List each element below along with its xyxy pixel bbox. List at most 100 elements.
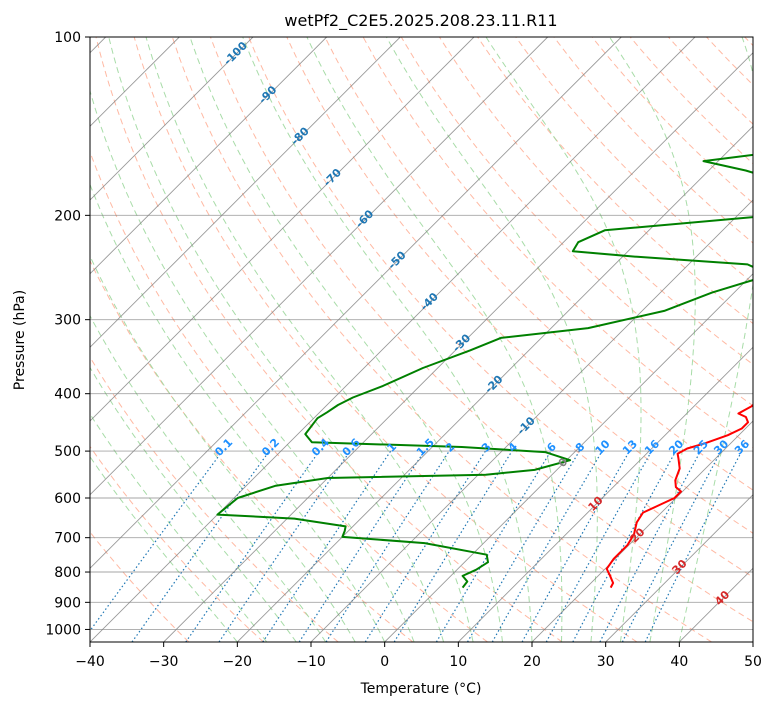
moist-adiabat — [306, 37, 563, 642]
mixing-ratio-line — [131, 450, 270, 642]
x-tick-label: 30 — [597, 654, 615, 670]
moist-adiabat — [108, 37, 445, 642]
dry-adiabat — [90, 531, 190, 642]
mixing-ratio-label: 8 — [573, 440, 588, 455]
mixing-ratio-label: 16 — [642, 437, 662, 457]
isotherm-label: 40 — [712, 588, 732, 608]
moist-adiabat — [385, 37, 598, 642]
moist-adiabat — [678, 37, 753, 642]
isotherm-label: -80 — [289, 124, 312, 147]
y-tick-label: 800 — [54, 565, 81, 581]
dry-adiabat — [248, 37, 753, 578]
dry-adiabat — [553, 37, 753, 244]
mixing-ratio-line — [545, 450, 653, 642]
mixing-ratio-label: 36 — [732, 437, 752, 457]
isotherm-label: 10 — [586, 494, 606, 514]
mixing-ratio-line — [325, 450, 450, 642]
isotherm-label: -10 — [515, 414, 538, 437]
isotherm-label: -70 — [321, 166, 344, 189]
isotherm — [90, 37, 328, 275]
mixing-ratio-lines — [90, 450, 743, 642]
profile-series — [216, 153, 753, 589]
dry-adiabat — [171, 37, 712, 642]
dry-adiabat — [90, 259, 414, 642]
dry-adiabat — [706, 37, 753, 86]
isotherm-label: -20 — [482, 373, 505, 396]
isotherm — [384, 273, 753, 642]
moist-adiabat — [90, 455, 238, 642]
moist-adiabat — [242, 37, 533, 642]
mixing-ratio-line — [298, 450, 425, 642]
mixing-ratio-label: 25 — [691, 437, 711, 457]
isotherm-label: -60 — [353, 207, 376, 230]
y-axis-ticks: 100 200 300 400 500 600 700 800 900 1000 — [45, 30, 90, 638]
isotherm — [310, 199, 753, 642]
mixing-ratio-label: 2 — [443, 440, 458, 455]
dry-adiabat — [90, 445, 264, 642]
isotherm-label: -90 — [256, 83, 279, 106]
x-axis-label: Temperature (°C) — [360, 681, 482, 697]
mixing-ratio-line — [185, 450, 320, 642]
mixing-ratio-label: 10 — [593, 437, 613, 457]
isotherm — [457, 346, 753, 642]
isotherm — [163, 52, 753, 642]
x-tick-label: −30 — [149, 654, 179, 670]
x-tick-label: 0 — [380, 654, 389, 670]
pressure-gridlines — [90, 37, 753, 630]
x-tick-label: −10 — [296, 654, 326, 670]
dewpoint-line — [216, 153, 753, 589]
mixing-ratio-label: 1.5 — [414, 436, 437, 459]
moist-adiabat — [90, 183, 386, 642]
dry-adiabat — [210, 37, 753, 623]
dry-adiabat — [515, 37, 753, 284]
moist-adiabat — [609, 37, 696, 642]
y-tick-label: 400 — [54, 387, 81, 403]
isotherm — [531, 420, 753, 642]
isotherm-label: -40 — [418, 290, 441, 313]
dry-adiabat — [591, 37, 753, 204]
isotherm-label: -50 — [385, 248, 408, 271]
plot-area: -100-90-80-70-60-50-40-30-20-10010203040… — [90, 37, 753, 642]
mixing-ratio-label: 0.6 — [340, 436, 363, 459]
skewed-isotherms — [90, 37, 753, 642]
dry-adiabat — [95, 37, 563, 642]
isotherm — [752, 641, 753, 642]
isotherm — [90, 37, 475, 422]
y-tick-label: 300 — [54, 313, 81, 329]
mixing-ratio-line — [90, 450, 223, 632]
isotherm — [90, 37, 254, 201]
x-tick-label: 40 — [670, 654, 688, 670]
moist-adiabat — [145, 37, 474, 642]
moist-adiabats — [90, 37, 753, 642]
mixing-ratio-line — [644, 450, 743, 642]
isotherm-label: 30 — [670, 557, 690, 577]
dry-adiabat — [133, 37, 638, 642]
dry-adiabats — [90, 37, 753, 642]
dry-adiabat — [324, 37, 753, 491]
y-tick-label: 600 — [54, 491, 81, 507]
mixing-ratio-line — [435, 450, 552, 642]
isotherm — [90, 37, 622, 569]
x-tick-label: 20 — [523, 654, 541, 670]
isotherm — [236, 125, 753, 642]
isotherm — [605, 494, 753, 642]
mixing-ratio-line — [393, 450, 513, 642]
mixing-ratio-line — [262, 450, 392, 642]
chart-title: wetPf2_C2E5.2025.208.23.11.R11 — [284, 11, 557, 31]
dry-adiabat — [629, 37, 753, 165]
isotherm — [90, 37, 696, 642]
isotherm-label: 20 — [628, 525, 648, 545]
mixing-ratio-line — [521, 450, 631, 642]
dry-adiabat — [744, 37, 753, 47]
x-tick-label: −40 — [75, 654, 105, 670]
moist-adiabat — [90, 413, 268, 642]
y-tick-label: 100 — [54, 30, 81, 46]
y-axis-label: Pressure (hPa) — [12, 290, 28, 390]
moist-adiabat — [189, 37, 503, 642]
x-axis-ticks: −40 −30 −20 −10 0 10 20 30 40 50 — [75, 642, 762, 670]
x-tick-label: 10 — [449, 654, 467, 670]
y-tick-label: 1000 — [45, 622, 81, 638]
mixing-ratio-line — [466, 450, 580, 642]
dry-adiabat — [400, 37, 753, 407]
